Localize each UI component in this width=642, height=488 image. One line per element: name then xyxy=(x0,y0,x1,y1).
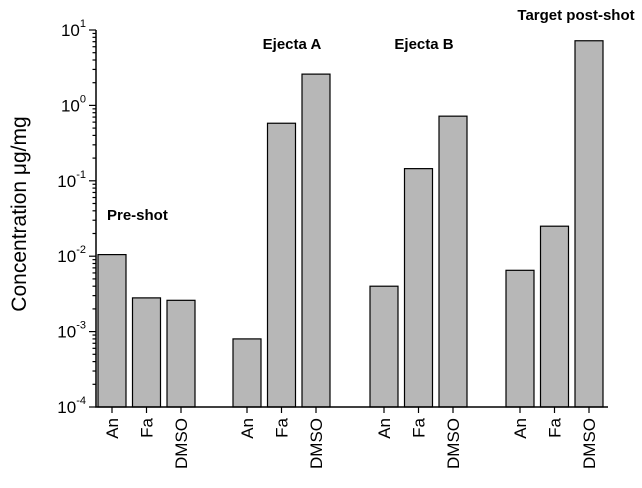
bar xyxy=(232,338,262,408)
y-tick-label: 10-1 xyxy=(57,169,86,191)
x-tick-label: DMSO xyxy=(580,418,599,469)
axes-layer xyxy=(89,29,608,413)
group-label: Ejecta B xyxy=(394,36,453,53)
x-tick-label: An xyxy=(103,418,122,439)
x-tick-label: Fa xyxy=(273,417,292,437)
bar xyxy=(131,297,162,408)
bar xyxy=(369,285,399,408)
bar xyxy=(166,299,196,408)
x-tick-label: Fa xyxy=(410,417,429,437)
bar xyxy=(505,269,535,408)
y-tick-label: 10-4 xyxy=(57,395,86,417)
group-label: Target post-shot xyxy=(517,7,634,24)
x-tick-label: DMSO xyxy=(444,418,463,469)
x-tick-label: DMSO xyxy=(172,418,191,469)
y-tick-label: 10-2 xyxy=(57,244,86,266)
x-tick-label: An xyxy=(238,418,257,439)
y-tick-label: 101 xyxy=(61,18,86,40)
x-tick-label: Fa xyxy=(546,417,565,437)
bar xyxy=(438,115,468,408)
group-label: Ejecta A xyxy=(263,36,322,53)
group-label: Pre-shot xyxy=(107,207,168,224)
y-tick-label: 100 xyxy=(61,93,86,115)
labels-layer: 10-4 10-3 10-2 10-1 100 101 Pre-shot An Fa DMSO Ej… xyxy=(57,7,634,469)
x-tick-label: Fa xyxy=(138,417,157,437)
x-tick-label: An xyxy=(375,418,394,439)
y-axis-label: Concentration μg/mg xyxy=(8,116,31,311)
bar xyxy=(574,40,604,408)
bar xyxy=(301,73,331,408)
bar xyxy=(403,168,434,408)
x-tick-label: DMSO xyxy=(307,418,326,469)
x-tick-label: An xyxy=(511,418,530,439)
bars-layer xyxy=(97,40,604,408)
y-tick-label: 10-3 xyxy=(57,320,86,342)
bar xyxy=(97,254,127,408)
bar xyxy=(539,225,570,408)
bar xyxy=(266,122,297,408)
